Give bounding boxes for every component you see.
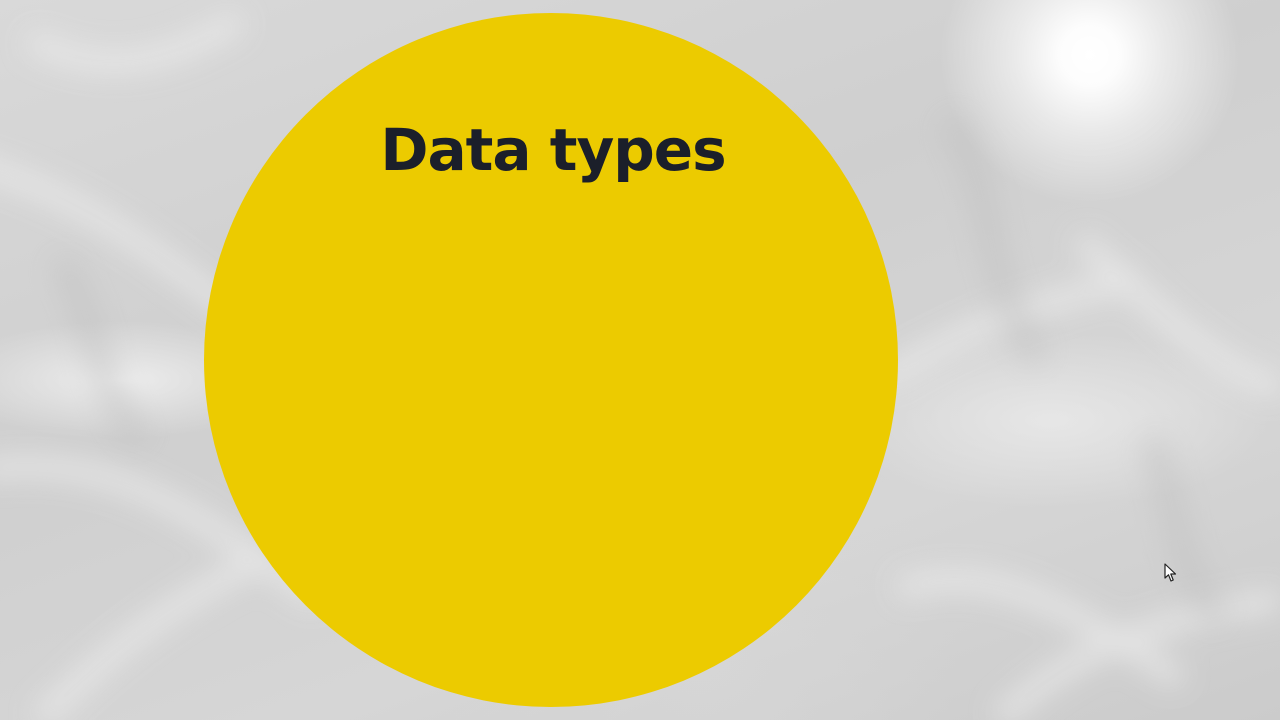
yellow-circle bbox=[204, 13, 898, 707]
mouse-pointer-icon bbox=[1164, 563, 1177, 582]
slide-title: Data types bbox=[380, 116, 726, 184]
